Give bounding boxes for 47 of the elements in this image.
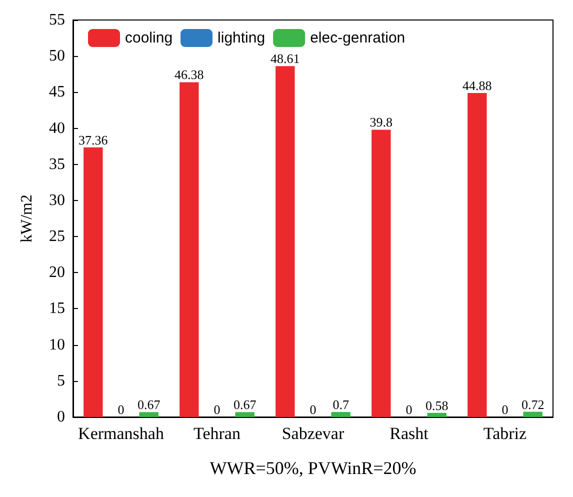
data-label: 48.61: [270, 51, 300, 66]
bar: [427, 412, 446, 417]
y-tick-label: 30: [49, 192, 65, 209]
data-label: 0: [214, 402, 220, 417]
y-tick-label: 45: [49, 84, 65, 101]
data-label: 39.8: [370, 114, 393, 130]
data-label: 44.88: [462, 78, 492, 94]
data-label: 0: [406, 402, 412, 417]
y-tick-label: 15: [49, 300, 65, 318]
bar: [331, 412, 350, 417]
x-tick-label: Tabriz: [483, 424, 528, 443]
data-label: 0.67: [233, 397, 257, 412]
bar: [468, 93, 487, 417]
y-tick-label: 50: [49, 48, 65, 65]
x-tick-label: Tehran: [194, 424, 241, 443]
data-label: 0: [118, 402, 124, 417]
data-label: 0.67: [137, 397, 161, 412]
legend-label: lighting: [218, 30, 266, 46]
x-tick-label: Rasht: [390, 424, 429, 443]
data-label: 0: [310, 402, 316, 417]
y-tick-label: 5: [57, 372, 65, 390]
data-label: 46.38: [174, 67, 204, 82]
x-tick-label: Kermanshah: [78, 424, 164, 443]
data-label: 0.58: [425, 398, 448, 413]
y-tick-label: 25: [49, 228, 65, 246]
x-tick-label: Sabzevar: [282, 424, 344, 443]
bar: [276, 66, 295, 417]
y-tick-label: 40: [49, 120, 65, 137]
legend-label: cooling: [125, 30, 173, 46]
data-label: 0.7: [332, 396, 350, 412]
y-axis-title: kW/m2: [18, 194, 36, 242]
y-tick-label: 35: [49, 156, 65, 173]
bar: [139, 412, 158, 417]
data-label: 37.36: [78, 132, 108, 148]
bar: [235, 412, 254, 417]
y-tick-label: 20: [49, 264, 65, 282]
bar: [372, 130, 391, 417]
y-tick-label: 55: [49, 12, 65, 28]
bar: [84, 147, 103, 417]
data-label: 0.72: [521, 396, 544, 412]
y-tick-label: 0: [57, 408, 65, 426]
data-label: 0: [502, 402, 508, 417]
bar: [180, 82, 199, 417]
legend-label: elec-genration: [310, 30, 406, 46]
bar: [523, 412, 542, 417]
y-tick-label: 10: [49, 336, 65, 354]
x-axis-title: WWR=50%, PVWinR=20%: [210, 458, 416, 478]
